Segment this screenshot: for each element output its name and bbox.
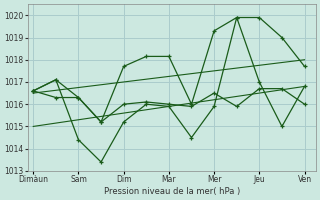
X-axis label: Pression niveau de la mer( hPa ): Pression niveau de la mer( hPa ) <box>104 187 240 196</box>
